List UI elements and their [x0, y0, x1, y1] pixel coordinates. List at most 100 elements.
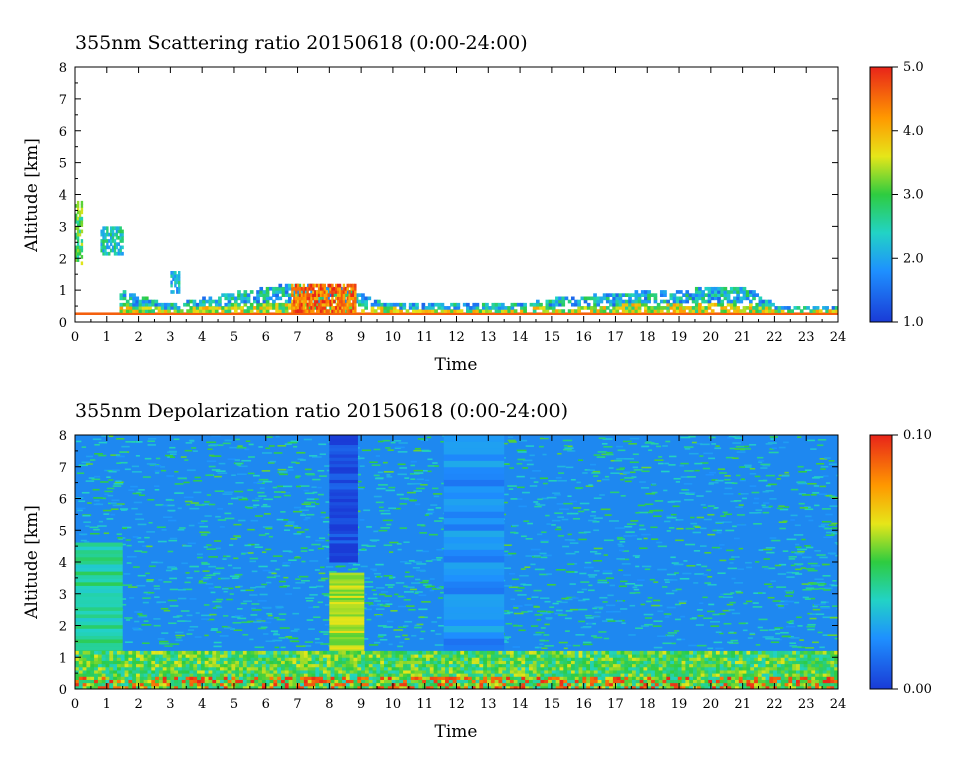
noise-speckle [825, 534, 835, 537]
heatmap-cell [164, 306, 168, 310]
noise-speckle [92, 438, 102, 441]
noise-speckle [282, 550, 292, 552]
feature-cell [312, 283, 315, 288]
heatmap-cell [446, 309, 451, 313]
boundary-layer-cell [353, 650, 358, 655]
heatmap-cell [729, 290, 734, 294]
boundary-layer-cell [429, 685, 435, 689]
boundary-layer-cell [425, 682, 431, 687]
x-tick-label: 5 [230, 330, 238, 345]
noise-speckle [238, 498, 249, 501]
boundary-layer-cell [418, 666, 423, 671]
noise-speckle [386, 620, 394, 623]
boundary-layer-cell [193, 685, 198, 689]
boundary-layer-cell [231, 666, 236, 671]
noise-speckle [317, 469, 325, 472]
feature-band [329, 549, 358, 553]
boundary-layer-cell [258, 673, 263, 677]
noise-speckle [278, 471, 288, 473]
feature-cell [75, 258, 78, 262]
boundary-layer-cell [364, 669, 370, 674]
boundary-layer-cell [391, 660, 396, 665]
noise-speckle [797, 550, 805, 553]
heatmap-cell [679, 302, 683, 307]
heatmap-cell [361, 309, 365, 313]
noise-speckle [211, 435, 221, 437]
noise-speckle [301, 503, 311, 506]
heatmap-cell [628, 299, 632, 304]
heatmap-cell [555, 309, 559, 313]
feature-cell [113, 239, 117, 243]
noise-speckle [828, 460, 835, 462]
heatmap-cell [755, 309, 760, 313]
boundary-layer-cell [162, 660, 168, 665]
boundary-layer-cell [227, 657, 232, 661]
y-tick-label: 8 [59, 61, 67, 76]
noise-speckle [436, 616, 442, 619]
noise-speckle [647, 597, 653, 599]
noise-speckle [741, 497, 747, 500]
noise-speckle [735, 445, 745, 448]
noise-speckle [744, 464, 752, 467]
heatmap-cell [752, 309, 756, 313]
noise-speckle [409, 499, 418, 502]
boundary-layer-cell [380, 657, 385, 661]
noise-speckle [399, 497, 409, 500]
boundary-layer-cell [303, 654, 309, 658]
boundary-layer-cell [116, 673, 122, 677]
noise-speckle [603, 539, 614, 542]
heatmap-cell [265, 306, 270, 310]
boundary-layer-cell [239, 685, 244, 689]
boundary-layer-cell [200, 676, 206, 680]
feature-cell [354, 302, 357, 307]
boundary-layer-cell [105, 657, 110, 661]
boundary-layer-cell [82, 685, 87, 689]
noise-speckle [97, 525, 107, 527]
heatmap-cell [659, 309, 664, 313]
feature-cell [172, 277, 175, 282]
boundary-layer-cell [193, 663, 198, 668]
noise-speckle [104, 493, 109, 496]
noise-speckle [288, 637, 299, 640]
heatmap-cell [691, 293, 696, 297]
noise-speckle [820, 602, 826, 605]
boundary-layer-cell [75, 676, 80, 680]
boundary-layer-cell [342, 685, 347, 689]
boundary-layer-cell [277, 685, 282, 689]
heatmap-cell [682, 293, 686, 297]
boundary-layer-cell [174, 673, 179, 677]
feature-band [329, 585, 365, 588]
heatmap-cell [431, 302, 435, 307]
heatmap-cell [545, 299, 550, 304]
boundary-layer-cell [75, 669, 80, 674]
noise-speckle [593, 570, 600, 572]
boundary-layer-cell [265, 685, 271, 689]
noise-speckle [208, 587, 215, 589]
feature-cell [298, 296, 302, 301]
feature-band [443, 606, 505, 614]
boundary-layer-cell [181, 657, 187, 661]
noise-speckle [84, 540, 90, 543]
feature-cell [331, 293, 334, 297]
noise-speckle [585, 485, 594, 487]
noise-speckle [273, 632, 279, 635]
heatmap-cell [456, 309, 461, 313]
boundary-layer-cell [128, 654, 133, 658]
boundary-layer-cell [319, 682, 324, 687]
noise-speckle [775, 604, 782, 606]
noise-speckle [641, 466, 652, 469]
heatmap-cell [265, 293, 270, 297]
feature-cell [319, 299, 323, 304]
boundary-layer-cell [445, 660, 450, 665]
x-tick-label: 0 [71, 330, 79, 345]
noise-speckle [376, 487, 386, 490]
noise-speckle [737, 568, 744, 570]
feature-cell [302, 290, 306, 294]
noise-speckle [174, 483, 184, 485]
boundary-layer-cell [273, 663, 278, 668]
feature-cell [176, 286, 179, 291]
noise-speckle [206, 544, 212, 546]
noise-speckle [417, 438, 425, 440]
noise-speckle [782, 520, 788, 523]
feature-cell [315, 309, 319, 313]
